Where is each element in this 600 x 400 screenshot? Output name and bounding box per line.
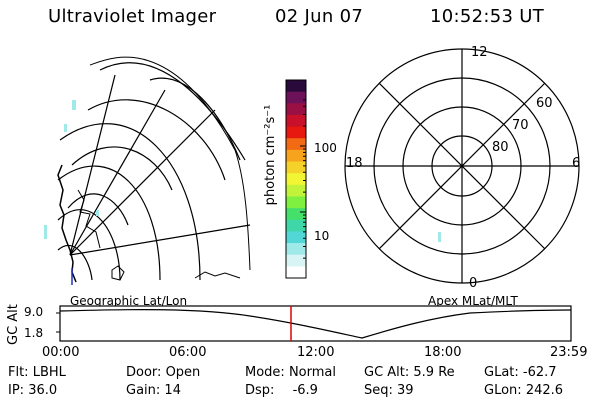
timeline-xtick: 06:00 — [169, 345, 207, 360]
flt-value: LBHL — [32, 365, 66, 380]
glat-readout: GLat: -62.7 — [484, 365, 557, 380]
colorbar-swatch — [286, 91, 306, 104]
colorbar-swatch — [286, 266, 306, 279]
timeline-xtick: 12:00 — [297, 345, 335, 360]
colorbar-swatch — [286, 161, 306, 174]
glat-label: GLat: — [484, 365, 519, 380]
date-readout: 02 Jun 07 — [275, 6, 364, 27]
flt-readout: Flt: LBHL — [8, 365, 66, 380]
colorbar-swatch — [286, 80, 306, 93]
mlat-label-60: 60 — [536, 96, 553, 111]
door-readout: Door: Open — [126, 365, 200, 380]
mode-readout: Mode: Normal — [245, 365, 336, 380]
colorbar-swatch — [286, 184, 306, 197]
seq-value: 39 — [397, 383, 414, 398]
ip-readout: IP: 36.0 — [8, 383, 57, 398]
colorbar-swatch — [286, 254, 306, 267]
gcalt-label: GC Alt: — [364, 365, 410, 380]
glon-value: 242.6 — [525, 383, 564, 398]
colorbar-swatch — [286, 243, 306, 256]
app-title: Ultraviolet Imager — [48, 6, 217, 27]
seq-readout: Seq: 39 — [364, 383, 414, 398]
gcalt-readout: GC Alt: 5.9 Re — [364, 365, 455, 380]
timeline-xtick: 23:59 — [550, 345, 588, 360]
colorbar-swatch — [286, 208, 306, 221]
door-label: Door: — [126, 365, 162, 380]
apex-panel-label: Apex MLat/MLT — [428, 294, 518, 308]
timeline-ylabel: GC Alt — [6, 304, 21, 345]
glon-label: GLon: — [484, 383, 522, 398]
seq-label: Seq: — [364, 383, 393, 398]
colorbar-frame — [285, 79, 307, 279]
flt-label: Flt: — [8, 365, 29, 380]
colorbar-swatch — [286, 173, 306, 186]
colorbar-swatch — [286, 149, 306, 163]
ip-label: IP: — [8, 383, 25, 398]
timeline-ytick: 1.8 — [24, 326, 44, 340]
mlt-label-18: 18 — [346, 156, 363, 171]
glat-value: -62.7 — [522, 365, 557, 380]
ip-value: 36.0 — [28, 383, 58, 398]
mode-value: Normal — [288, 365, 336, 380]
colorbar-tick-label: 10 — [314, 229, 330, 243]
dsp-label: Dsp: — [245, 383, 275, 398]
colorbar-tick-label: 100 — [314, 141, 337, 155]
colorbar-swatch — [286, 231, 306, 244]
gain-label: Gain: — [126, 383, 161, 398]
colorbar-swatch — [286, 196, 306, 209]
mlat-label-70: 70 — [512, 118, 529, 133]
timeline-ytick: 9.0 — [24, 305, 44, 319]
time-readout: 10:52:53 UT — [430, 6, 545, 27]
colorbar-swatch — [286, 126, 306, 139]
dsp-value: -6.9 — [292, 383, 318, 398]
colorbar-swatch — [286, 114, 306, 128]
door-value: Open — [165, 365, 201, 380]
geographic-panel-label: Geographic Lat/Lon — [70, 294, 188, 308]
dsp-readout: Dsp: -6.9 — [245, 383, 318, 398]
gain-readout: Gain: 14 — [126, 383, 181, 398]
colorbar-swatch — [286, 219, 306, 232]
glon-readout: GLon: 242.6 — [484, 383, 563, 398]
timeline-xtick: 18:00 — [424, 345, 462, 360]
mode-label: Mode: — [245, 365, 285, 380]
mlt-label-12: 12 — [471, 45, 488, 60]
colorbar-swatch — [286, 138, 306, 151]
gain-value: 14 — [164, 383, 181, 398]
gcalt-value: 5.9 Re — [413, 365, 455, 380]
timeline-xtick: 00:00 — [42, 345, 80, 360]
colorbar-swatch — [286, 103, 306, 116]
mlt-label-6: 6 — [572, 156, 581, 171]
mlt-label-0: 0 — [469, 276, 478, 291]
mlat-label-80: 80 — [492, 140, 509, 155]
